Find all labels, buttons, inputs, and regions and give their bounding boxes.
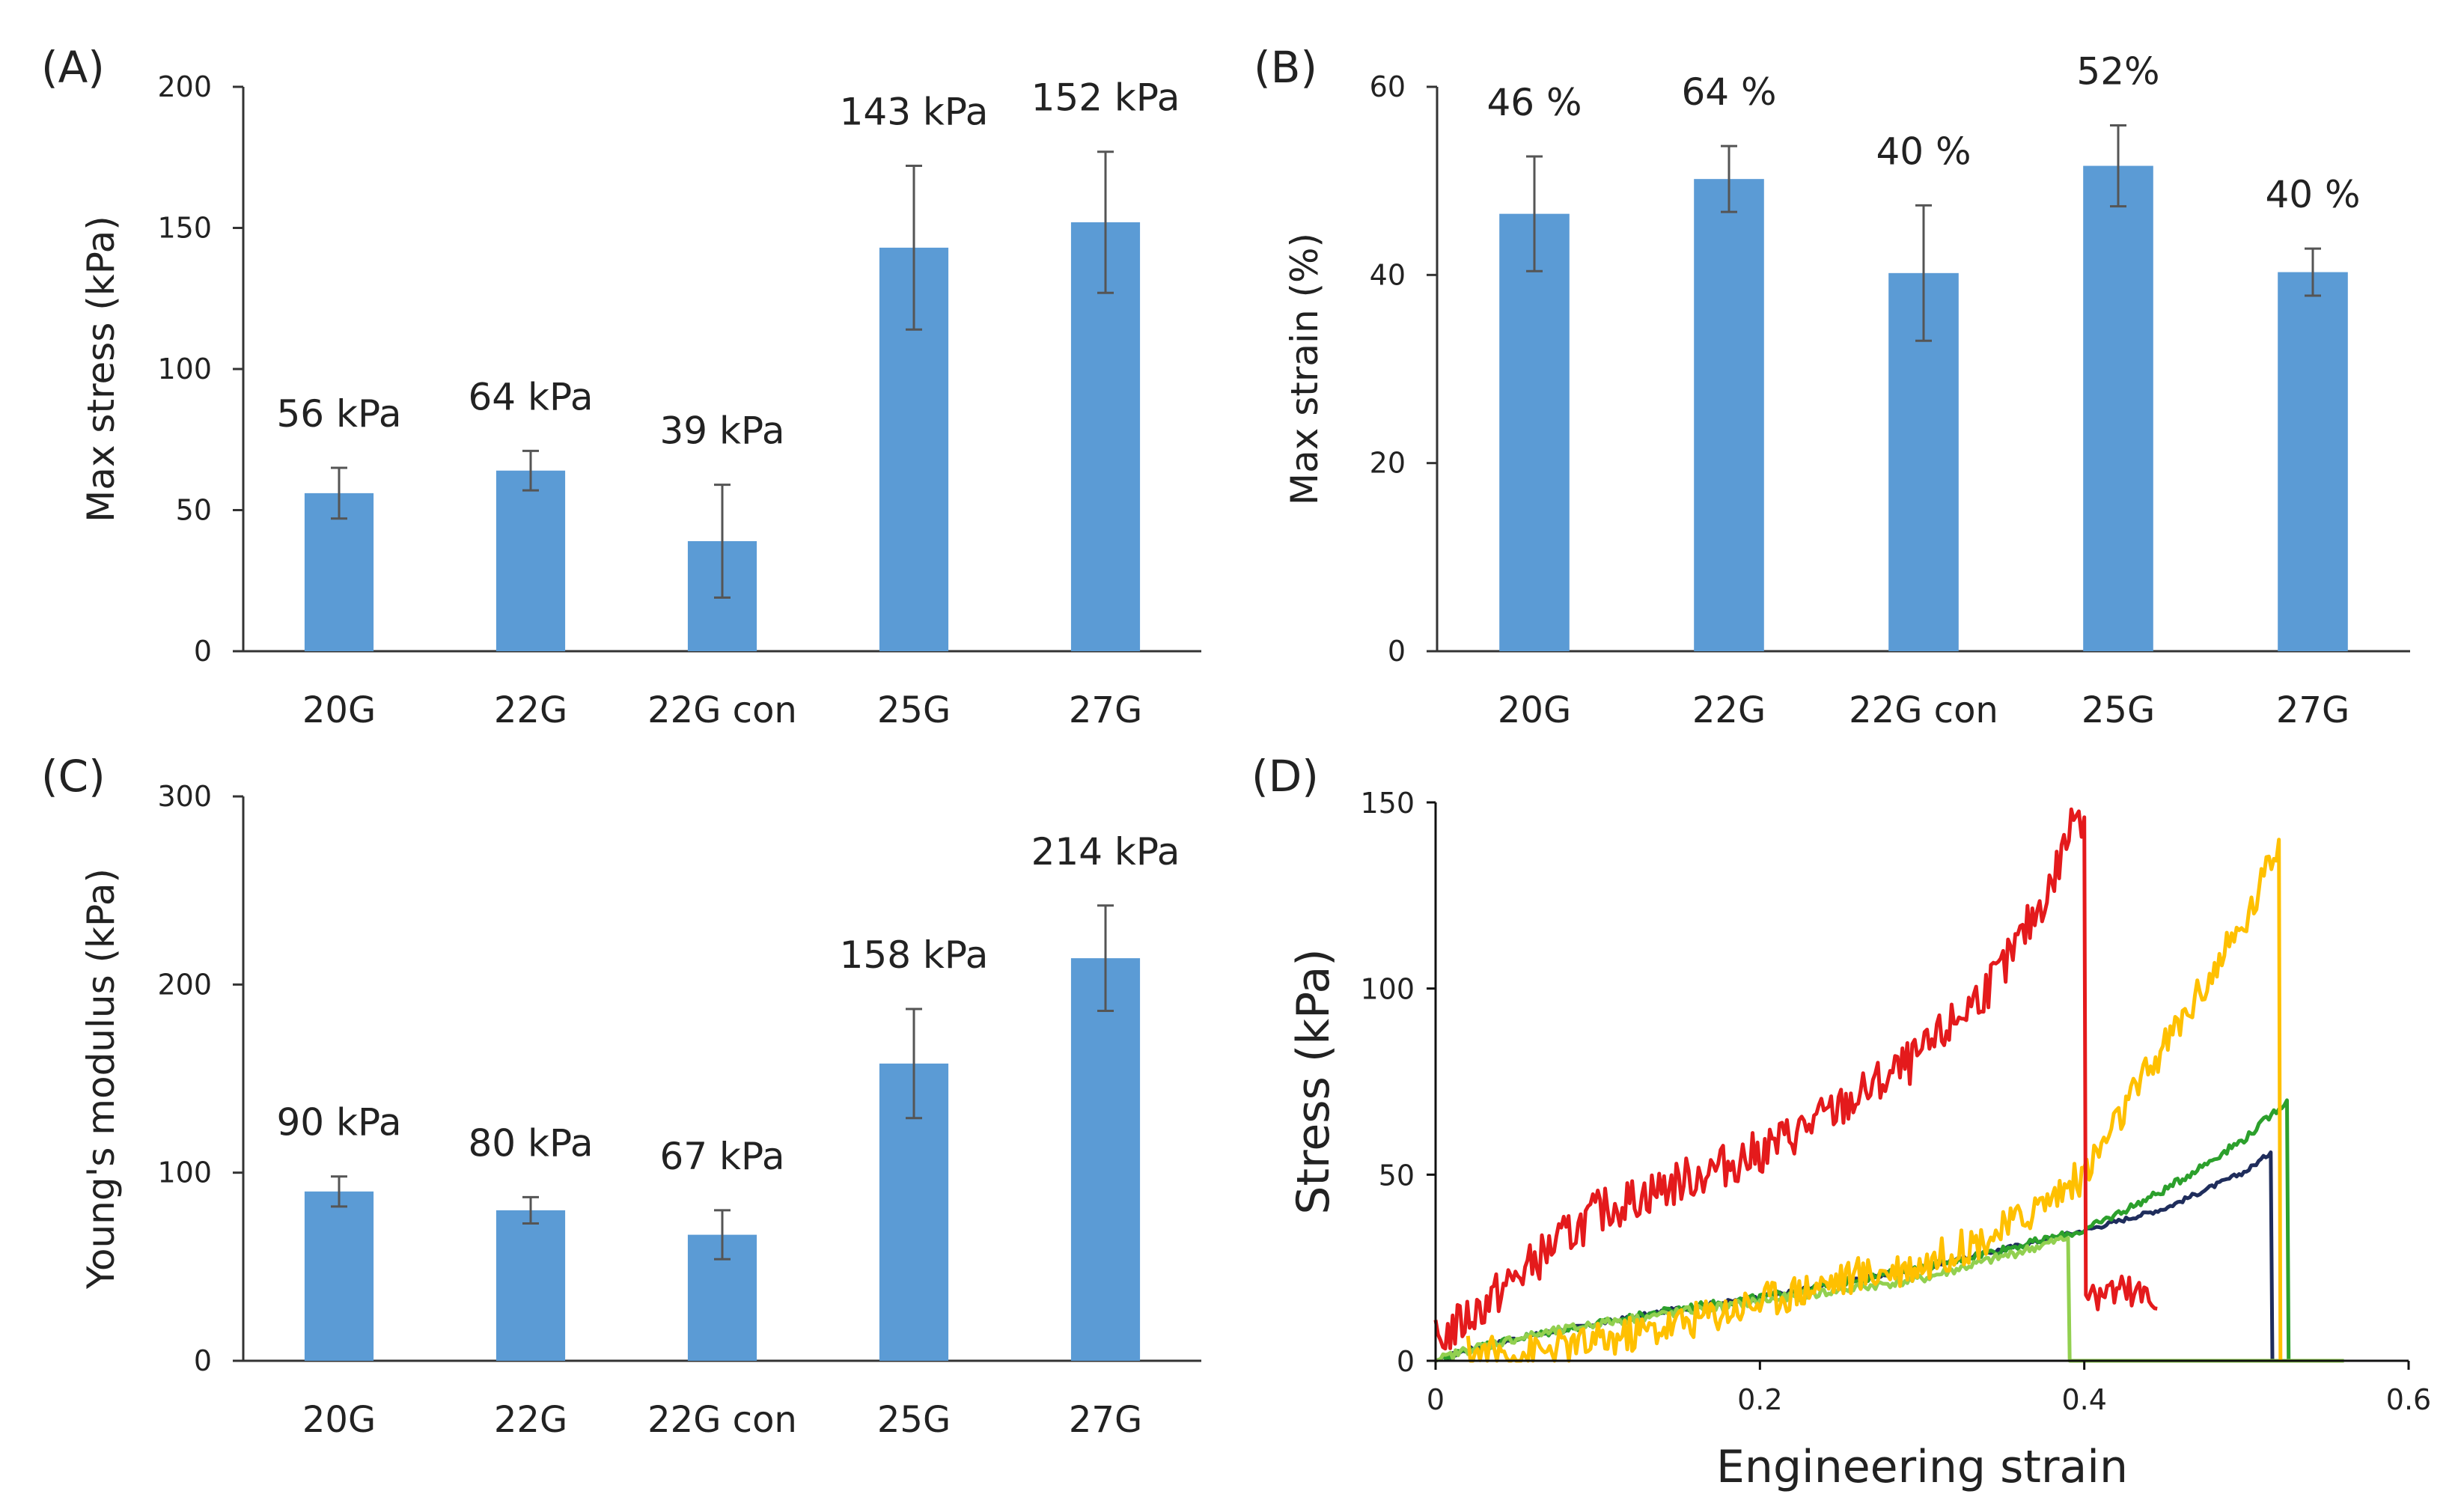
bar (304, 1191, 374, 1361)
data-label: 67 kPa (659, 1135, 784, 1178)
data-label: 80 kPa (468, 1121, 593, 1165)
y-axis-label: Max strain (%) (1283, 233, 1326, 505)
y-tick-label: 300 (157, 780, 212, 813)
bar (495, 1210, 566, 1361)
series-line (1466, 838, 2283, 1363)
panel-d: (D) 0 50 100 150 0 0.2 0.4 0.6 Engineering strain… (1251, 751, 2431, 1493)
panel-label: (C) (41, 751, 106, 802)
y-tick-label: 0 (1388, 635, 1406, 668)
bar (1070, 958, 1141, 1361)
category-label: 22G con (1849, 689, 1998, 731)
y-tick-label: 40 (1370, 258, 1406, 291)
y-tick-label: 100 (157, 353, 212, 385)
data-label: 158 kPa (840, 933, 989, 977)
bar (495, 470, 566, 651)
data-label: 143 kPa (840, 91, 989, 134)
y-axis-label: Young's modulus (kPa) (79, 868, 123, 1290)
x-tick-label: 0.6 (2386, 1383, 2431, 1416)
category-label: 20G (1498, 689, 1571, 731)
x-axis-label: Engineering strain (1716, 1441, 2128, 1493)
category-label: 20G (302, 1399, 376, 1441)
y-tick-label: 0 (194, 635, 212, 668)
data-label: 39 kPa (659, 409, 784, 453)
bar (2278, 272, 2348, 651)
category-label: 27G (1069, 1399, 1142, 1441)
category-label: 22G (494, 1399, 567, 1441)
data-label: 40 % (2265, 173, 2360, 216)
data-label: 64 kPa (468, 375, 593, 418)
y-tick-label: 50 (176, 494, 212, 527)
y-tick-label: 100 (1360, 973, 1415, 1006)
y-tick-label: 100 (157, 1156, 212, 1189)
data-label: 152 kPa (1031, 76, 1180, 120)
panel-b: (B) 0 20 40 60 Max strain (%) 46 % 20G 64 % 22G 40… (1254, 42, 2410, 731)
y-tick-label: 20 (1370, 447, 1406, 480)
category-label: 22G (1692, 689, 1766, 731)
series-line (1435, 1098, 2344, 1363)
x-tick-label: 0.4 (2061, 1383, 2106, 1416)
category-label: 22G (494, 689, 567, 731)
data-label: 56 kPa (276, 392, 401, 436)
y-tick-label: 150 (1360, 787, 1415, 820)
category-label: 25G (2082, 689, 2155, 731)
bar (1499, 213, 1570, 651)
category-label: 22G con (647, 1399, 797, 1441)
panel-label: (B) (1254, 42, 1317, 93)
x-tick-label: 0 (1427, 1383, 1445, 1416)
y-tick-label: 200 (157, 968, 212, 1001)
category-label: 27G (1069, 689, 1142, 731)
y-tick-label: 0 (194, 1344, 212, 1377)
y-tick-label: 150 (157, 212, 212, 245)
data-label: 40 % (1876, 129, 1971, 173)
panel-a: (A) 0 50 100 150 200 Max stress (kPa) 56 kPa 20G… (41, 42, 1201, 731)
y-axis-label: Max stress (kPa) (79, 216, 123, 522)
y-tick-label: 60 (1370, 70, 1406, 103)
y-tick-label: 50 (1379, 1159, 1415, 1192)
bar (1694, 179, 1764, 652)
bar (2083, 165, 2153, 651)
panel-c: (C) 0 100 200 300 Young's modulus (kPa) 90 kPa… (41, 751, 1201, 1441)
category-label: 25G (877, 1399, 951, 1441)
y-axis-label: Stress (kPa) (1287, 948, 1340, 1214)
y-tick-label: 200 (157, 70, 212, 103)
category-label: 20G (302, 689, 376, 731)
category-label: 27G (2276, 689, 2349, 731)
y-tick-label: 0 (1397, 1345, 1415, 1378)
data-label: 52% (2076, 50, 2159, 94)
category-label: 25G (877, 689, 951, 731)
x-tick-label: 0.2 (1737, 1383, 1782, 1416)
panel-label: (A) (41, 42, 105, 93)
category-label: 22G con (647, 689, 797, 731)
data-label: 64 % (1681, 70, 1776, 114)
data-label: 214 kPa (1031, 830, 1180, 874)
data-label: 90 kPa (276, 1101, 401, 1144)
panel-label: (D) (1251, 751, 1319, 802)
data-label: 46 % (1486, 81, 1582, 124)
series-line (1433, 807, 2158, 1351)
